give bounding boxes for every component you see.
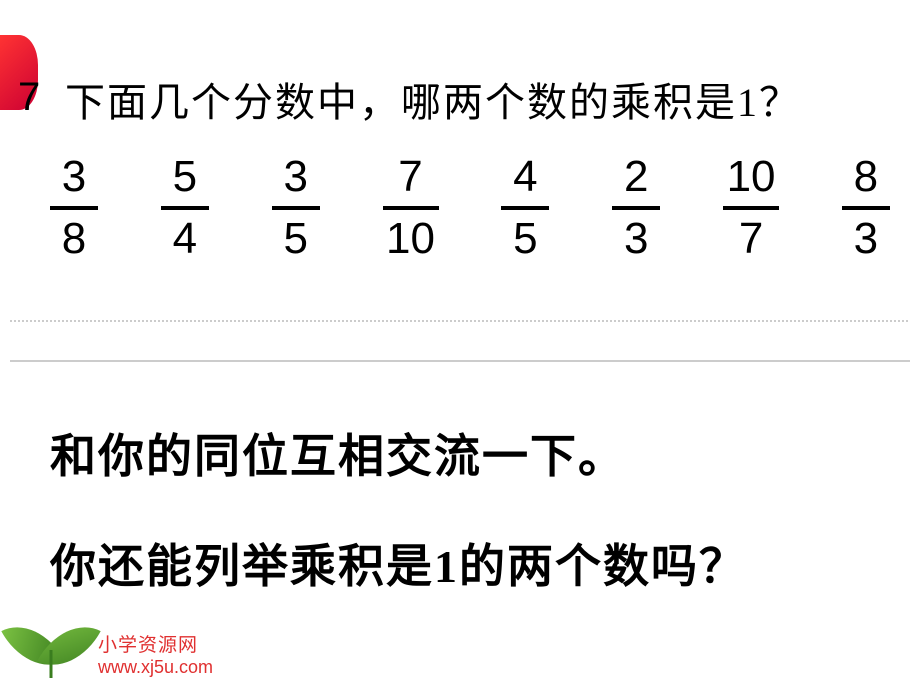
denominator: 5 xyxy=(283,212,307,261)
numerator: 10 xyxy=(727,155,776,204)
denominator: 3 xyxy=(624,212,648,261)
body-line-2: 你还能列举乘积是1的两个数吗？ xyxy=(50,530,747,596)
divider-2 xyxy=(10,360,910,362)
logo-text: 小学资源网 www.xj5u.com xyxy=(98,630,213,678)
numerator: 7 xyxy=(398,155,422,204)
logo-url: www.xj5u.com xyxy=(98,657,213,678)
fraction-bar xyxy=(501,206,549,210)
logo-title: 小学资源网 xyxy=(98,630,213,657)
denominator: 3 xyxy=(854,212,878,261)
fraction-bar xyxy=(272,206,320,210)
fraction-bar xyxy=(161,206,209,210)
fraction: 23 xyxy=(612,155,660,261)
fraction: 45 xyxy=(501,155,549,261)
fraction-bar xyxy=(50,206,98,210)
leaf-icon xyxy=(12,616,90,678)
denominator: 4 xyxy=(173,212,197,261)
denominator: 10 xyxy=(386,212,435,261)
numerator: 5 xyxy=(173,155,197,204)
denominator: 8 xyxy=(62,212,86,261)
numerator: 4 xyxy=(513,155,537,204)
body-line-1: 和你的同位互相交流一下。 xyxy=(50,420,626,486)
fraction-bar xyxy=(723,206,779,210)
fraction: 83 xyxy=(842,155,890,261)
divider xyxy=(10,320,910,322)
fraction: 107 xyxy=(723,155,779,261)
problem-number: 7 xyxy=(18,75,40,120)
site-logo: 小学资源网 www.xj5u.com xyxy=(12,616,213,678)
numerator: 3 xyxy=(283,155,307,204)
numerator: 8 xyxy=(854,155,878,204)
problem-section: 7 下面几个分数中，哪两个数的乘积是1？ 385435710452310783 xyxy=(0,0,920,30)
denominator: 5 xyxy=(513,212,537,261)
fractions-row: 385435710452310783 xyxy=(50,155,890,261)
fraction: 710 xyxy=(383,155,439,261)
numerator: 2 xyxy=(624,155,648,204)
fraction: 54 xyxy=(161,155,209,261)
fraction: 38 xyxy=(50,155,98,261)
fraction: 35 xyxy=(272,155,320,261)
numerator: 3 xyxy=(62,155,86,204)
fraction-bar xyxy=(612,206,660,210)
question-text: 下面几个分数中，哪两个数的乘积是1？ xyxy=(65,70,801,128)
fraction-bar xyxy=(383,206,439,210)
denominator: 7 xyxy=(739,212,763,261)
fraction-bar xyxy=(842,206,890,210)
